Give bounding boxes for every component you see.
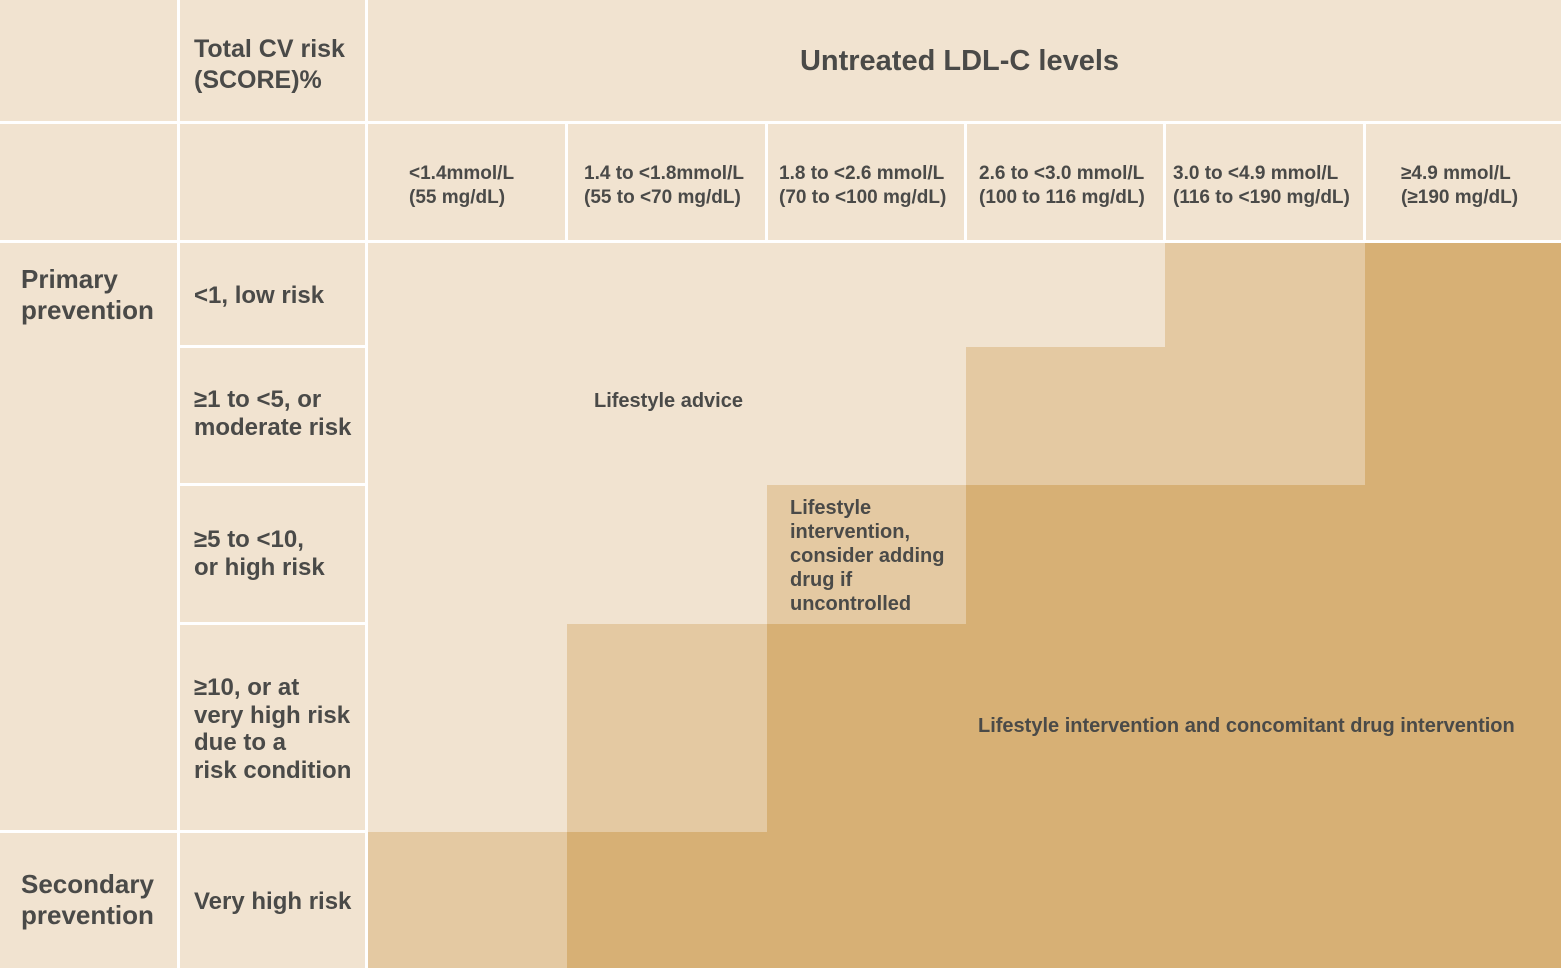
primary-prevention-label: Primary prevention	[21, 264, 154, 326]
risk-header-label: Total CV risk (SCORE)%	[194, 35, 345, 95]
region-label-lifestyle-advice: Lifestyle advice	[594, 390, 743, 412]
region-mid-row3	[767, 485, 966, 624]
region-light-row4	[368, 624, 567, 832]
col-header-6: ≥4.9 mmol/L (≥190 mg/dL)	[1401, 163, 1519, 209]
secondary-prevention-label: Secondary prevention	[21, 869, 154, 931]
region-label-consider-drug: Lifestyle intervention, consider adding …	[790, 497, 945, 615]
col-header-3: 1.8 to <2.6 mmol/L (70 to <100 mg/dL)	[779, 163, 947, 209]
ldl-header-cell	[368, 0, 1561, 121]
row-header-cell-3	[180, 486, 365, 622]
col-header-2: 1.4 to <1.8mmol/L (55 to <70 mg/dL)	[584, 163, 744, 209]
secondary-prevention-cell	[0, 833, 177, 968]
col-header-4: 2.6 to <3.0 mmol/L (100 to 116 mg/dL)	[979, 163, 1145, 209]
row-header-cell-4	[180, 625, 365, 830]
col-header-cell-6	[1366, 124, 1561, 240]
region-label-concomitant: Lifestyle intervention and concomitant d…	[978, 715, 1515, 737]
col-header-1: <1.4mmol/L (55 mg/dL)	[409, 163, 515, 209]
col-header-cell-4	[967, 124, 1163, 240]
col-header-5: 3.0 to <4.9 mmol/L (116 to <190 mg/dL)	[1173, 163, 1350, 209]
row-header-cell-1	[180, 243, 365, 345]
region-light-row1	[368, 243, 1165, 347]
region-mid-row1	[1165, 243, 1365, 347]
region-mid-row5	[368, 832, 567, 968]
row-header-very-high-risk: Very high risk	[194, 888, 352, 915]
primary-prevention-cell	[0, 243, 177, 830]
blank-group-cell	[0, 124, 177, 240]
risk-header-cell	[180, 0, 365, 121]
row-header-cell-2	[180, 348, 365, 483]
col-header-cell-5	[1166, 124, 1363, 240]
row-header-very-high-risk-condition: ≥10, or at very high risk due to a risk …	[194, 674, 352, 784]
row-header-high-risk: ≥5 to <10, or high risk	[194, 526, 325, 581]
region-light-row2	[368, 347, 966, 485]
corner-cell	[0, 0, 177, 121]
row-header-low-risk: <1, low risk	[194, 282, 325, 309]
ldl-header-title: Untreated LDL-C levels	[799, 45, 1120, 77]
region-light-row3	[368, 485, 767, 624]
blank-risk-cell	[180, 124, 365, 240]
col-header-cell-2	[568, 124, 765, 240]
col-header-cell-1	[368, 124, 565, 240]
row-header-moderate-risk: ≥1 to <5, or moderate risk	[194, 386, 352, 441]
col-header-cell-3	[768, 124, 964, 240]
row-header-cell-5	[180, 833, 365, 968]
region-mid-row2	[966, 347, 1365, 485]
region-mid-row4	[567, 624, 767, 832]
